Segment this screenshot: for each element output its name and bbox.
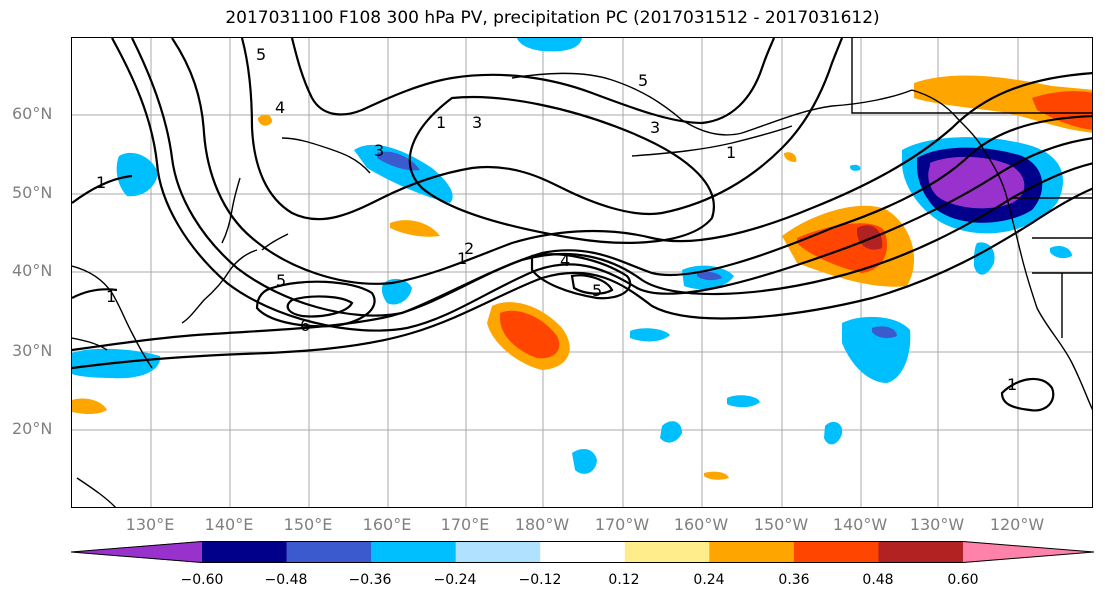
colorbar-segment bbox=[371, 541, 457, 563]
colorbar-segments bbox=[71, 541, 1094, 563]
pv-contours bbox=[72, 38, 1092, 412]
colorbar-tick-label: −0.36 bbox=[348, 572, 392, 588]
colorbar-segment bbox=[624, 541, 710, 563]
map-svg: 5 4 3 1 1 1 3 5 6 2 1 4 5 5 3 1 1 bbox=[72, 38, 1092, 507]
colorbar-tick-label: −0.60 bbox=[180, 572, 224, 588]
lon-label: 160°W bbox=[673, 515, 729, 534]
lat-label: 60°N bbox=[12, 104, 53, 123]
lat-label: 30°N bbox=[12, 341, 53, 360]
colorbar-extend-high bbox=[963, 541, 1094, 563]
contour-label: 1 bbox=[436, 113, 446, 132]
contour-label: 3 bbox=[374, 141, 384, 160]
colorbar-segment bbox=[793, 541, 879, 563]
lon-label: 180°W bbox=[514, 515, 570, 534]
lat-label: 20°N bbox=[12, 419, 53, 438]
lon-label: 170°W bbox=[594, 515, 650, 534]
lon-label: 150°W bbox=[753, 515, 809, 534]
lon-label: 160°E bbox=[362, 515, 412, 534]
coastlines bbox=[72, 38, 1092, 507]
colorbar-tick-label: 0.60 bbox=[947, 572, 979, 588]
colorbar-tick-label: 0.36 bbox=[778, 572, 810, 588]
colorbar-tick-label: 0.12 bbox=[608, 572, 640, 588]
contour-label: 2 bbox=[464, 239, 474, 258]
contour-labels: 5 4 3 1 1 1 3 5 6 2 1 4 5 5 3 1 1 bbox=[96, 45, 1017, 394]
colorbar-tick-label: 0.24 bbox=[693, 572, 725, 588]
colorbar-segment bbox=[286, 541, 372, 563]
colorbar-segment bbox=[878, 541, 964, 563]
colorbar-tick-label: −0.24 bbox=[433, 572, 477, 588]
lon-label: 120°W bbox=[989, 515, 1045, 534]
map-panel: 5 4 3 1 1 1 3 5 6 2 1 4 5 5 3 1 1 bbox=[71, 37, 1093, 508]
contour-label: 5 bbox=[276, 271, 286, 290]
lon-label: 150°E bbox=[283, 515, 333, 534]
contour-label: 3 bbox=[472, 113, 482, 132]
colorbar-segment bbox=[455, 541, 541, 563]
colorbar-tick-label: 0.48 bbox=[862, 572, 894, 588]
contour-label: 4 bbox=[275, 98, 285, 117]
lat-label: 50°N bbox=[12, 183, 53, 202]
colorbar-segment bbox=[709, 541, 795, 563]
colorbar-extend-low bbox=[71, 541, 202, 563]
lat-label: 40°N bbox=[12, 261, 53, 280]
contour-label: 1 bbox=[726, 143, 736, 162]
contour-label: 5 bbox=[256, 45, 266, 64]
lon-label: 130°W bbox=[909, 515, 965, 534]
contour-label: 1 bbox=[106, 287, 116, 306]
contour-label: 3 bbox=[650, 118, 660, 137]
precip-shading bbox=[72, 38, 1092, 480]
colorbar-outline bbox=[71, 541, 1094, 563]
colorbar-tick-label: −0.48 bbox=[264, 572, 308, 588]
lon-label: 140°E bbox=[204, 515, 254, 534]
contour-label: 4 bbox=[560, 251, 570, 270]
colorbar bbox=[71, 541, 1094, 563]
contour-label: 1 bbox=[96, 173, 106, 192]
contour-label: 1 bbox=[1007, 375, 1017, 394]
lon-label: 130°E bbox=[125, 515, 175, 534]
lon-label: 170°E bbox=[440, 515, 490, 534]
colorbar-tick-label: −0.12 bbox=[518, 572, 562, 588]
lon-label: 140°W bbox=[832, 515, 888, 534]
contour-label: 1 bbox=[457, 249, 467, 268]
plot-title: 2017031100 F108 300 hPa PV, precipitatio… bbox=[225, 8, 880, 28]
colorbar-segment bbox=[540, 541, 626, 563]
colorbar-segment bbox=[202, 541, 288, 563]
contour-label: 5 bbox=[592, 281, 602, 300]
contour-label: 6 bbox=[300, 316, 310, 335]
contour-label: 5 bbox=[638, 71, 648, 90]
